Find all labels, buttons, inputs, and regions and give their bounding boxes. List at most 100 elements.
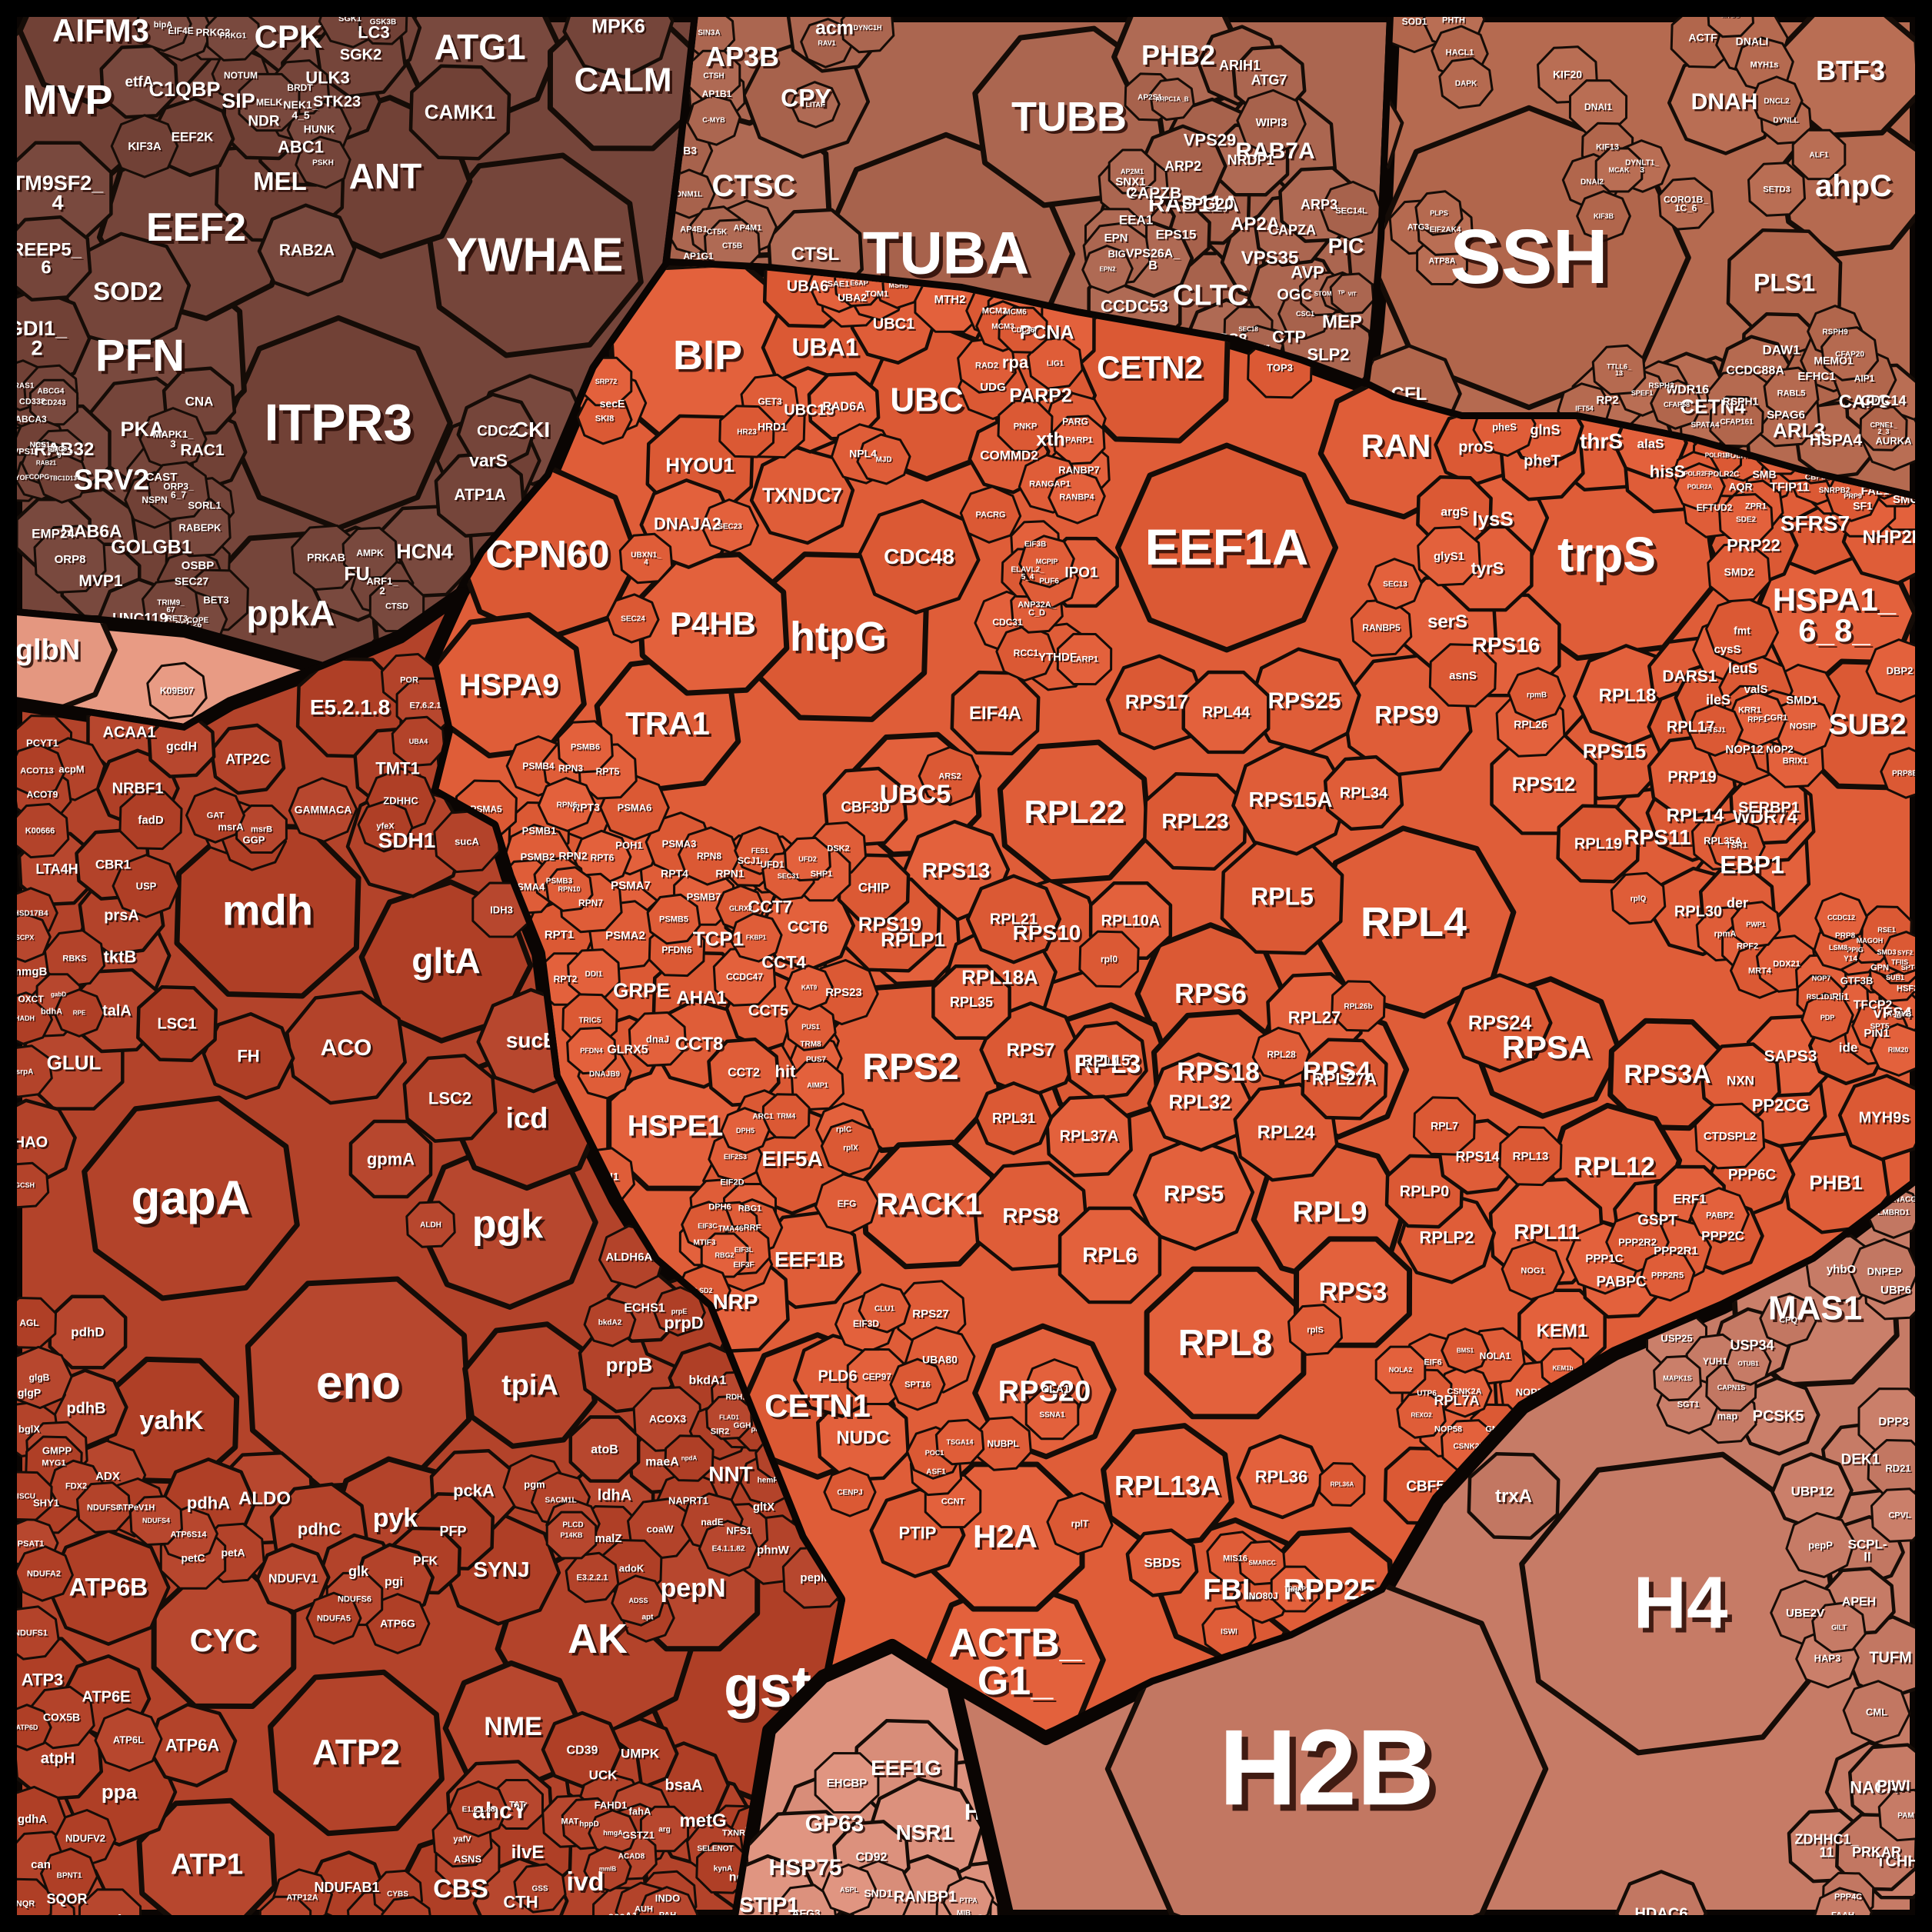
cell-CENPJ[interactable] <box>823 1467 877 1517</box>
cell-RABL5[interactable] <box>1763 366 1820 420</box>
cell-CAMK1[interactable] <box>408 64 511 161</box>
cell-RPS3A[interactable] <box>1607 1018 1727 1131</box>
cell-MCAK[interactable] <box>1594 147 1644 193</box>
cell-PDP[interactable] <box>1800 992 1854 1043</box>
cell-C-MYB[interactable] <box>686 94 741 146</box>
cell-WIPI3[interactable] <box>1236 88 1307 156</box>
cell-PUS1[interactable] <box>784 1002 837 1051</box>
cell-RPL19[interactable] <box>1556 804 1641 884</box>
cell-ORP3_6_7[interactable] <box>147 461 210 521</box>
cell-MCPIP[interactable] <box>1018 535 1075 588</box>
cell-CCT2[interactable] <box>707 1037 781 1108</box>
cell-SBDS[interactable] <box>1125 1528 1199 1597</box>
cell-PFDN4[interactable] <box>566 1026 617 1075</box>
cell-CCDC12[interactable] <box>1814 892 1868 943</box>
cell-CDC48[interactable] <box>858 499 981 615</box>
cell-RPL4[interactable] <box>1311 825 1517 1019</box>
cell-LIG1[interactable] <box>1027 336 1084 390</box>
cell-PWP1[interactable] <box>1730 901 1781 948</box>
cell-KIF3A[interactable] <box>110 114 179 178</box>
cell-RPL32[interactable] <box>1147 1052 1253 1152</box>
cell-LITAF[interactable] <box>790 81 841 128</box>
cell-PSMB6[interactable] <box>557 720 614 774</box>
cell-RPL36[interactable] <box>1236 1434 1327 1520</box>
cell-RPL28[interactable] <box>1251 1026 1311 1083</box>
cell-rplS[interactable] <box>1287 1304 1343 1356</box>
cell-asnS[interactable] <box>1428 643 1497 708</box>
cell-glyS1[interactable] <box>1417 525 1481 587</box>
cell-ARPC1A_B[interactable] <box>1149 77 1195 122</box>
cell-SMARCC[interactable] <box>1237 1540 1287 1586</box>
cell-HR23[interactable] <box>718 405 775 458</box>
cell-SKI8[interactable] <box>576 391 633 445</box>
cell-RIM20[interactable] <box>1870 1023 1926 1077</box>
cell-ATP1A[interactable] <box>434 451 526 538</box>
cell-fmt[interactable] <box>1705 595 1779 666</box>
cell-CTSD[interactable] <box>368 579 425 633</box>
cell-RPL6[interactable] <box>1058 1206 1162 1304</box>
cell-SMD2[interactable] <box>1707 541 1771 603</box>
cell-LARP1[interactable] <box>1056 632 1113 686</box>
cell-SDE2[interactable] <box>1718 493 1774 545</box>
cell-CCT6[interactable] <box>759 881 856 972</box>
cell-rpmB[interactable] <box>1507 667 1566 722</box>
cell-RCC1[interactable] <box>995 624 1057 682</box>
cell-DNCL2[interactable] <box>1750 75 1804 126</box>
cell-RPS5[interactable] <box>1132 1136 1255 1251</box>
cell-GSK3B[interactable] <box>358 0 408 45</box>
cell-TRM4[interactable] <box>761 1093 811 1139</box>
cell-SPT16[interactable] <box>889 1357 946 1411</box>
cell-TBC1D13[interactable] <box>36 453 90 504</box>
cell-bipA[interactable] <box>134 0 192 52</box>
cell-RPL7[interactable] <box>1413 1096 1476 1156</box>
cell-RPL36A[interactable] <box>1318 1462 1366 1507</box>
cell-EIF4A[interactable] <box>950 670 1041 756</box>
cell-MJD[interactable] <box>856 433 911 485</box>
cell-RPL15[interactable] <box>1064 1021 1148 1101</box>
cell-FKBP1[interactable] <box>729 912 783 963</box>
cell-PRKG1[interactable] <box>205 11 261 62</box>
cell-RAB2A[interactable] <box>257 203 357 297</box>
cell-MELK[interactable] <box>238 72 301 132</box>
cell-RPS7[interactable] <box>979 1001 1082 1098</box>
cell-RPL21[interactable] <box>965 874 1062 964</box>
cell-rplQ[interactable] <box>1610 871 1667 925</box>
cell-UBXN1_4[interactable] <box>618 532 674 585</box>
cell-RPL26b[interactable] <box>1331 980 1386 1032</box>
cell-SEC24[interactable] <box>606 593 660 644</box>
cell-REXO2[interactable] <box>1396 1391 1447 1439</box>
cell-UFD2[interactable] <box>784 836 831 882</box>
cell-EPN2[interactable] <box>1081 245 1134 294</box>
cell-EFG[interactable] <box>814 1173 880 1234</box>
cell-K09B07[interactable] <box>146 661 208 720</box>
cell-RPL31[interactable] <box>974 1081 1053 1155</box>
cell-ARS2[interactable] <box>918 746 982 806</box>
cell-rplT[interactable] <box>1046 1491 1114 1556</box>
cell-POLR2A[interactable] <box>1674 462 1726 511</box>
cell-PSMB5[interactable] <box>646 893 701 945</box>
cell-RANBP4[interactable] <box>1048 469 1106 525</box>
cell-CPNE1_2_3[interactable] <box>1859 405 1908 451</box>
cell-AP2M1[interactable] <box>1108 148 1157 195</box>
cell-AIMP1[interactable] <box>791 1060 844 1111</box>
cell-DPH5[interactable] <box>720 1107 771 1154</box>
cell-CDC2[interactable] <box>456 392 538 469</box>
cell-CTDSPL2[interactable] <box>1694 1102 1766 1170</box>
cell-SEC13[interactable] <box>1367 558 1423 610</box>
cell-CFAP161[interactable] <box>1709 395 1764 448</box>
cell-RPL34[interactable] <box>1323 754 1404 831</box>
cell-RPS24[interactable] <box>1447 973 1553 1073</box>
cell-PABP2[interactable] <box>1690 1187 1750 1244</box>
cell-RPN10[interactable] <box>545 866 594 912</box>
cell-REEP5_6[interactable] <box>2 215 92 302</box>
cell-RPL44[interactable] <box>1181 670 1271 754</box>
cell-RPN6[interactable] <box>537 777 597 832</box>
cell-RPL35[interactable] <box>931 964 1011 1040</box>
cell-KIF3B[interactable] <box>1576 190 1631 242</box>
cell-CDC46[interactable] <box>998 306 1048 354</box>
cell-DAPK[interactable] <box>1438 57 1494 109</box>
cell-ALF1[interactable] <box>1791 128 1847 181</box>
cell-AMPK[interactable] <box>341 526 398 580</box>
cell-PARP1[interactable] <box>1052 415 1106 465</box>
cell-CCDC47[interactable] <box>712 947 777 1007</box>
